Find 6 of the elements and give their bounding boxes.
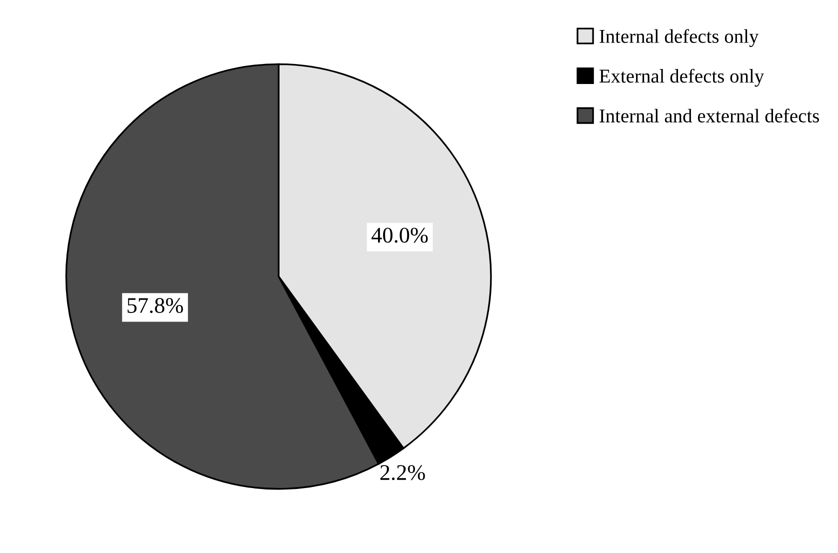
- data-label: 2.2%: [380, 465, 425, 480]
- legend-label: Internal and external defects: [600, 108, 819, 123]
- legend-label: External defects only: [599, 68, 764, 87]
- data-label: 40.0%: [372, 228, 428, 243]
- data-label: 57.8%: [128, 298, 183, 314]
- legend-label: Internal defects only: [600, 29, 759, 47]
